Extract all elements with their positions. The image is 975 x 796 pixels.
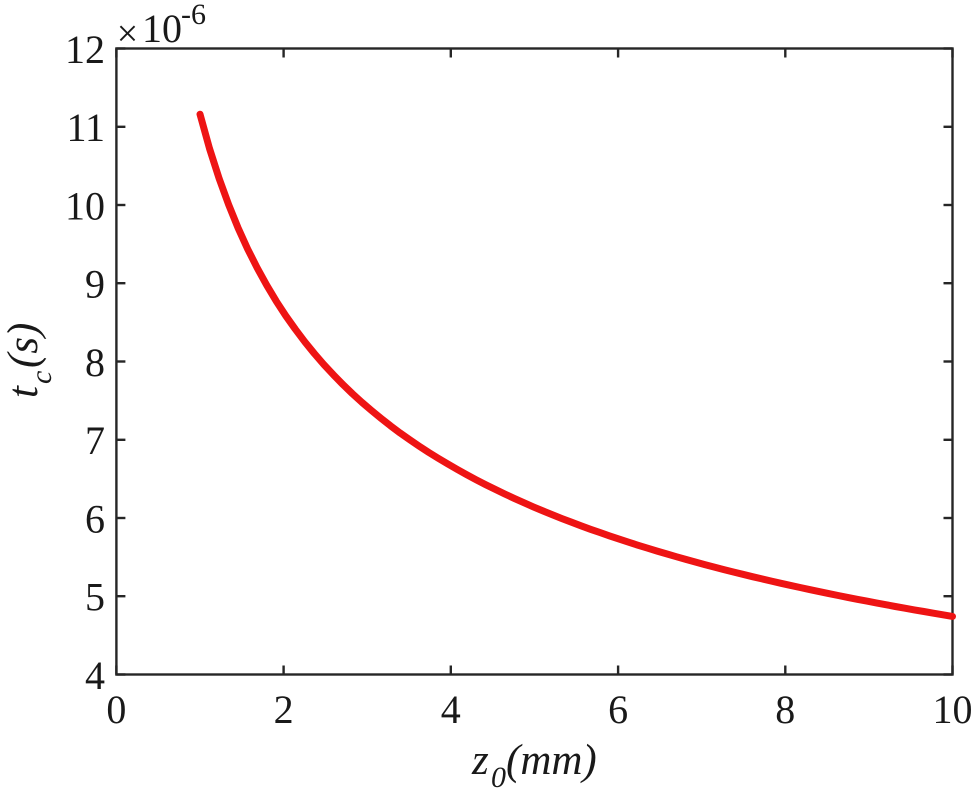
svg-text:t: t: [0, 385, 47, 398]
svg-text:0: 0: [106, 687, 126, 732]
svg-text:5: 5: [85, 575, 105, 620]
svg-text:×: ×: [117, 13, 138, 55]
svg-text:(mm): (mm): [506, 737, 597, 784]
svg-text:(s): (s): [0, 323, 47, 368]
svg-text:10: 10: [142, 6, 182, 51]
svg-text:-6: -6: [181, 0, 206, 31]
svg-text:c: c: [25, 371, 58, 384]
svg-text:6: 6: [85, 496, 105, 541]
svg-text:4: 4: [85, 653, 105, 698]
svg-text:7: 7: [85, 418, 105, 463]
svg-text:0: 0: [491, 761, 506, 794]
svg-text:10: 10: [933, 687, 973, 732]
svg-text:2: 2: [274, 687, 294, 732]
svg-text:8: 8: [775, 687, 795, 732]
svg-text:12: 12: [65, 27, 105, 72]
svg-text:10: 10: [65, 183, 105, 228]
svg-text:9: 9: [85, 262, 105, 307]
svg-text:4: 4: [441, 687, 461, 732]
svg-text:6: 6: [608, 687, 628, 732]
svg-text:z: z: [471, 737, 489, 784]
svg-text:8: 8: [85, 340, 105, 385]
svg-text:11: 11: [66, 105, 105, 150]
